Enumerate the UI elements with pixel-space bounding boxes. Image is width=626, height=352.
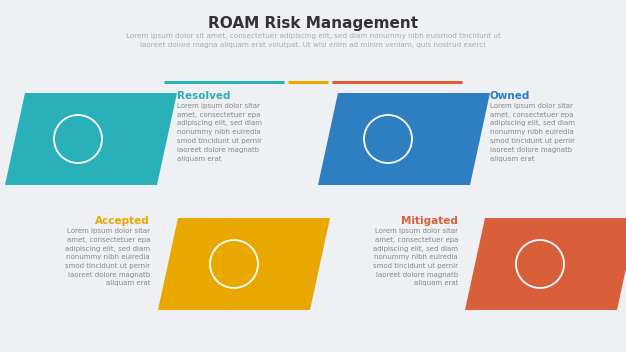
Polygon shape	[465, 218, 626, 310]
Text: Resolved: Resolved	[177, 91, 230, 101]
Text: Lorem ipsum dolor sitar
amet, consectetuer epa
adipiscing elit, sed diam
nonummy: Lorem ipsum dolor sitar amet, consectetu…	[373, 228, 458, 287]
Polygon shape	[158, 218, 330, 310]
Text: Lorem ipsum dolor sitar
amet, consectetuer epa
adipiscing elit, sed diam
nonummy: Lorem ipsum dolor sitar amet, consectetu…	[177, 103, 262, 162]
Text: Mitigated: Mitigated	[401, 216, 458, 226]
Text: Lorem ipsum dolor sitar
amet, consectetuer epa
adipiscing elit, sed diam
nonummy: Lorem ipsum dolor sitar amet, consectetu…	[490, 103, 575, 162]
Text: Owned: Owned	[490, 91, 530, 101]
Polygon shape	[318, 93, 490, 185]
Polygon shape	[5, 93, 177, 185]
Text: Accepted: Accepted	[95, 216, 150, 226]
Text: Lorem ipsum dolor sitar
amet, consectetuer epa
adipiscing elit, sed diam
nonummy: Lorem ipsum dolor sitar amet, consectetu…	[65, 228, 150, 287]
Text: ROAM Risk Management: ROAM Risk Management	[208, 16, 418, 31]
Text: Lorem ipsum dolor sit amet, consectetuer adipiscing elit, sed diam nonummy nibh : Lorem ipsum dolor sit amet, consectetuer…	[126, 33, 500, 48]
